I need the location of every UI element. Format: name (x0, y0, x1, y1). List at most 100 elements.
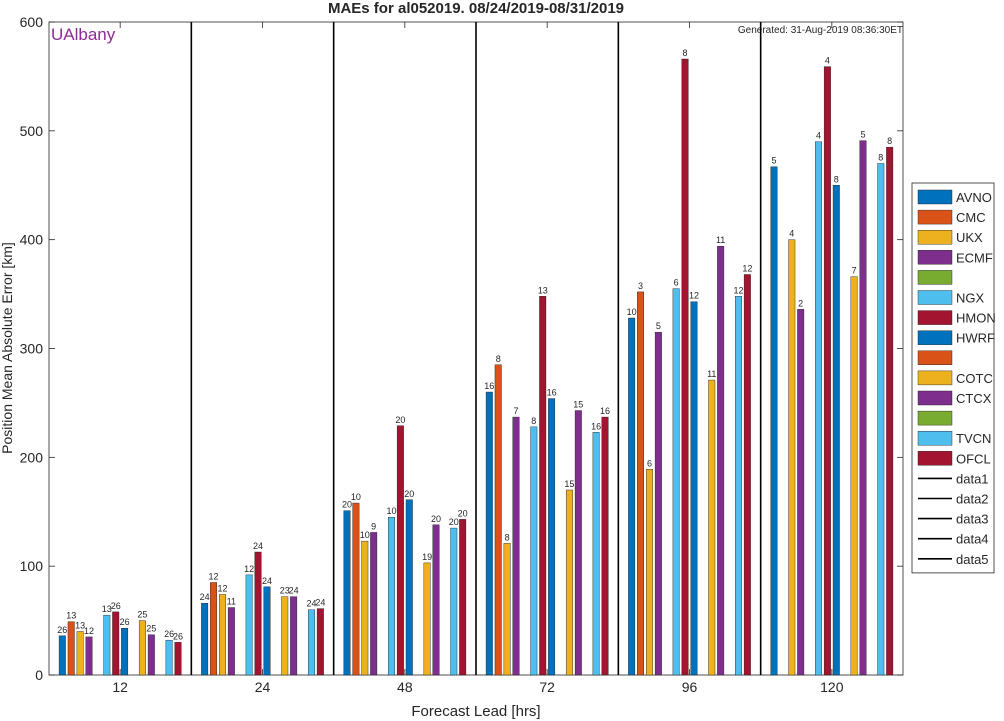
bar-ngx-12 (103, 614, 111, 676)
bar-count-label: 24 (306, 599, 316, 609)
bar-count-label: 4 (789, 229, 794, 239)
y-tick-label: 100 (20, 558, 44, 574)
bar-ctcx-72 (574, 410, 582, 676)
bar-count-label: 8 (878, 152, 883, 162)
bar-hmon-72 (539, 296, 547, 676)
bar-count-label: 24 (289, 586, 299, 596)
bar-count-label: 20 (342, 500, 352, 510)
bar-count-label: 12 (217, 583, 227, 593)
bar-count-label: 11 (707, 369, 716, 379)
bar-count-label: 20 (404, 489, 414, 499)
bar-count-label: 24 (315, 598, 325, 608)
bar-ecmf-96 (654, 331, 662, 676)
bar-ecmf-72 (512, 416, 520, 676)
bar-count-label: 13 (102, 604, 112, 614)
bar-count-label: 16 (547, 388, 557, 398)
bar-ctcx-12 (147, 634, 155, 676)
legend-swatch (917, 250, 953, 265)
bar-hmon-120 (823, 66, 831, 676)
legend-label: data1 (956, 471, 989, 486)
bar-count-label: 12 (733, 285, 743, 295)
bar-count-label: 15 (564, 479, 574, 489)
bar-tvcn-12 (165, 639, 173, 676)
y-tick-label: 300 (20, 341, 44, 357)
y-tick-label: 400 (20, 232, 44, 248)
bar-count-label: 16 (600, 406, 610, 416)
x-tick-label: 24 (255, 679, 271, 695)
bar-ofcl-12 (174, 642, 182, 676)
ualbany-watermark: UAlbany (51, 25, 116, 44)
bar-count-label: 23 (280, 586, 290, 596)
bar-ukx-24 (218, 594, 226, 676)
bar-ngx-72 (530, 426, 538, 676)
x-axis-label: Forecast Lead [hrs] (411, 703, 540, 720)
bar-count-label: 7 (852, 266, 857, 276)
y-tick-label: 0 (35, 667, 43, 683)
bar-hwrf-24 (263, 586, 271, 676)
bar-count-label: 5 (656, 321, 661, 331)
bar-tvcn-96 (735, 296, 742, 676)
bar-count-label: 8 (531, 416, 536, 426)
bar-count-label: 24 (253, 541, 263, 551)
bar-cmc-48 (352, 502, 360, 676)
bar-cotc-72 (565, 489, 573, 676)
bar-count-label: 4 (816, 131, 821, 141)
bar-count-label: 11 (716, 235, 725, 245)
legend-swatch (917, 410, 953, 426)
bar-tvcn-120 (877, 163, 885, 676)
bar-ctcx-48 (432, 524, 440, 676)
bar-ofcl-96 (743, 274, 751, 676)
bar-count-label: 26 (120, 617, 130, 627)
bar-count-label: 12 (209, 571, 219, 581)
bar-ukx-12 (76, 631, 84, 676)
generated-timestamp: Generated: 31-Aug-2019 08:36:30ET (738, 25, 903, 36)
legend-label: CMC (956, 210, 986, 225)
bar-count-label: 12 (689, 291, 699, 301)
bar-count-label: 26 (57, 625, 67, 635)
bar-ngx-24 (245, 574, 253, 676)
bar-count-label: 8 (887, 136, 892, 146)
legend-swatch (917, 330, 953, 345)
bar-hwrf-96 (690, 301, 698, 676)
x-tick-label: 72 (539, 679, 555, 695)
bar-count-label: 20 (395, 415, 405, 425)
bar-count-label: 10 (351, 492, 361, 502)
legend-label: data2 (956, 492, 989, 507)
y-tick-label: 500 (20, 123, 44, 139)
legend-label: data5 (956, 552, 989, 567)
bar-hmon-96 (681, 58, 689, 676)
legend-swatch (917, 189, 953, 205)
y-tick-label: 600 (20, 14, 44, 30)
bar-count-label: 20 (449, 517, 459, 527)
bar-count-label: 20 (431, 514, 441, 524)
bar-count-label: 19 (422, 552, 432, 562)
bar-ukx-72 (503, 543, 511, 676)
bar-count-label: 12 (742, 263, 752, 273)
bar-ecmf-24 (227, 607, 235, 676)
bar-count-label: 8 (496, 354, 501, 364)
legend-label: UKX (956, 230, 983, 245)
bar-count-label: 12 (84, 626, 94, 636)
bar-count-label: 20 (458, 508, 468, 518)
bar-cotc-96 (708, 379, 716, 676)
bar-count-label: 13 (66, 611, 76, 621)
chart-title: MAEs for al052019. 08/24/2019-08/31/2019 (328, 0, 624, 17)
bar-count-label: 25 (146, 624, 156, 634)
bar-count-label: 4 (825, 56, 830, 66)
legend-label: HMON (956, 311, 996, 326)
bar-cotc-120 (850, 276, 858, 676)
bar-tvcn-72 (592, 432, 600, 676)
bar-ofcl-48 (459, 519, 467, 676)
bar-hwrf-48 (405, 499, 413, 676)
bar-avno-24 (201, 602, 209, 676)
bar-count-label: 15 (573, 400, 583, 410)
bar-count-label: 24 (200, 592, 210, 602)
bar-count-label: 5 (771, 156, 776, 166)
bar-avno-120 (770, 166, 778, 676)
bar-count-label: 6 (647, 458, 652, 468)
bar-ctcx-96 (717, 245, 725, 676)
bar-ctcx-120 (859, 140, 867, 676)
legend-swatch (917, 350, 953, 365)
bar-avno-96 (628, 317, 636, 676)
